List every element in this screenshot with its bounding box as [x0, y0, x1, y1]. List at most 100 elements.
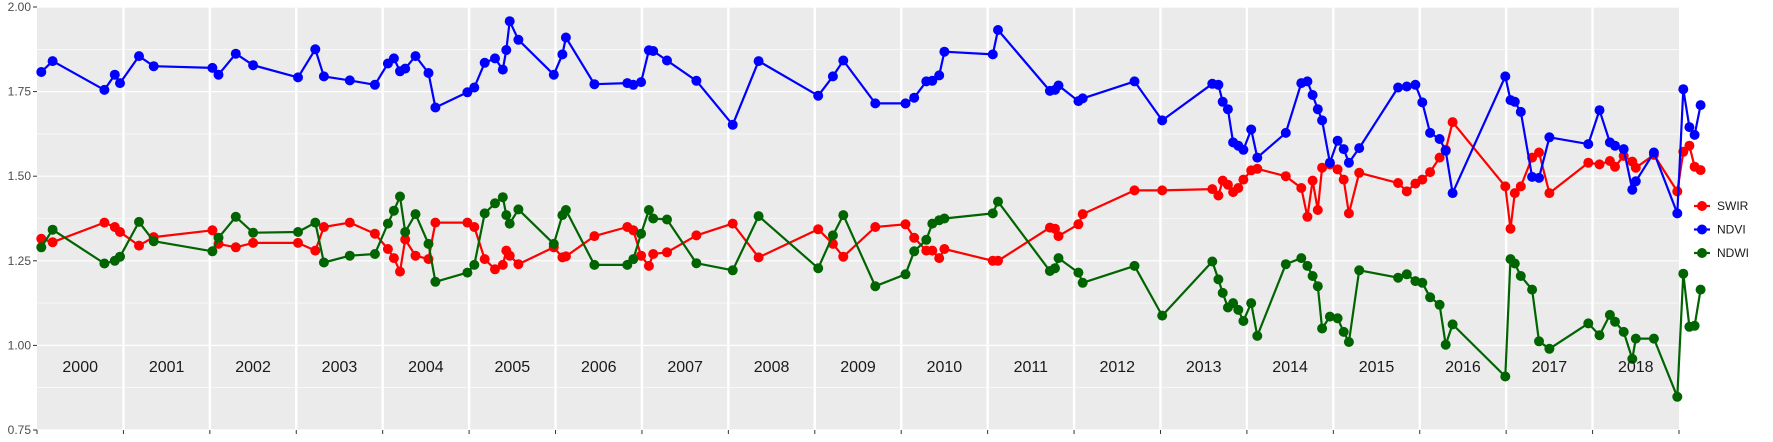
data-point [1678, 84, 1689, 95]
data-point [1417, 174, 1428, 185]
y-tick-label: 1.00 [8, 338, 32, 352]
data-point [1307, 175, 1318, 186]
data-point [248, 60, 259, 71]
data-point [1434, 152, 1445, 163]
data-point [293, 237, 303, 248]
data-point [1324, 157, 1335, 168]
data-point [987, 208, 998, 219]
year-label: 2008 [754, 359, 790, 376]
data-point [1618, 326, 1629, 337]
data-point [1534, 172, 1544, 183]
data-point [1129, 185, 1140, 196]
data-point [504, 250, 515, 261]
data-point [753, 211, 764, 222]
data-point [1157, 115, 1168, 126]
data-point [589, 79, 600, 90]
year-label: 2002 [235, 359, 271, 376]
data-point [1077, 93, 1088, 104]
data-point [1338, 144, 1349, 155]
data-point [628, 254, 639, 265]
data-point [395, 266, 405, 277]
data-point [1509, 258, 1520, 269]
data-point [813, 224, 824, 235]
data-point [513, 34, 524, 45]
data-point [310, 44, 321, 55]
data-point [691, 258, 702, 269]
data-point [1440, 145, 1451, 156]
data-point [1050, 263, 1060, 274]
data-point [909, 232, 920, 243]
data-point [1252, 163, 1263, 174]
year-label: 2001 [149, 359, 185, 376]
year-label: 2004 [408, 359, 444, 376]
data-point [1610, 316, 1620, 327]
data-point [1594, 105, 1605, 116]
data-point [939, 213, 950, 224]
data-point [382, 218, 393, 229]
data-point [497, 259, 508, 270]
data-point [462, 267, 473, 278]
data-point [148, 236, 159, 247]
data-point [1053, 231, 1064, 242]
data-point [1393, 272, 1404, 283]
grid-lines [37, 6, 1679, 431]
data-point [1583, 157, 1594, 168]
data-point [318, 257, 329, 268]
year-labels: 2000 2001 2002 2003 2004 2005 2006 2007 2008 2009… [62, 359, 1653, 376]
data-point [513, 259, 524, 270]
data-point [410, 250, 421, 261]
data-point [1689, 320, 1700, 331]
data-point [501, 45, 512, 55]
y-tick-label: 1.25 [8, 254, 32, 268]
data-point [310, 217, 321, 228]
data-point [1500, 371, 1511, 382]
data-point [909, 246, 920, 257]
data-point [927, 245, 938, 256]
data-point [1053, 253, 1064, 264]
data-point [410, 209, 421, 220]
legend-label: SWIR [1717, 199, 1749, 213]
year-label: 2018 [1618, 359, 1654, 376]
data-point [134, 240, 144, 251]
data-point [648, 213, 659, 224]
data-point [1338, 174, 1349, 185]
data-point [1417, 277, 1428, 288]
data-point [1129, 260, 1140, 271]
data-point [423, 68, 434, 78]
data-point [148, 61, 159, 72]
data-point [662, 247, 672, 258]
data-point [1354, 167, 1365, 178]
data-point [1594, 330, 1605, 341]
data-point [838, 251, 849, 262]
data-point [497, 192, 508, 203]
data-point [1544, 343, 1555, 354]
data-point [1354, 143, 1365, 154]
data-point [1695, 100, 1706, 111]
legend-label: NDWI [1717, 246, 1749, 260]
data-point [987, 49, 998, 60]
data-point [230, 242, 241, 253]
data-point [1238, 144, 1249, 155]
data-point [548, 238, 559, 249]
data-point [838, 55, 849, 66]
data-point [115, 78, 125, 89]
year-label: 2017 [1532, 359, 1568, 376]
data-point [213, 69, 224, 80]
data-point [1447, 188, 1458, 199]
data-point [628, 79, 639, 90]
data-point [1354, 265, 1365, 276]
data-point [1238, 316, 1249, 326]
data-point [1689, 129, 1700, 140]
data-point [909, 92, 920, 103]
data-point [1317, 162, 1328, 173]
data-point [395, 191, 405, 202]
data-point [400, 63, 411, 74]
data-point [501, 210, 512, 221]
data-point [1252, 152, 1263, 163]
data-point [1207, 256, 1218, 267]
data-point [213, 232, 224, 243]
data-point [993, 25, 1003, 35]
data-point [490, 264, 500, 275]
legend-label: NDVI [1717, 223, 1746, 237]
data-point [1401, 81, 1412, 92]
